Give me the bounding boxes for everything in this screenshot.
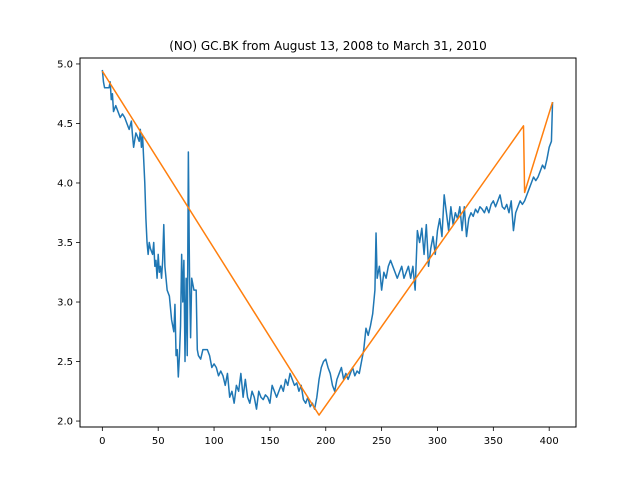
y-tick-label: 4.5 [57,119,73,130]
x-tick-label: 150 [260,436,279,447]
x-tick-label: 50 [152,436,165,447]
x-axis: 0 50 100 150 200 250 300 350 400 [99,427,559,447]
y-tick-label: 3.0 [57,298,73,309]
y-axis: 2.0 2.5 3.0 3.5 4.0 4.5 5.0 [57,59,80,428]
series-line-2 [101,70,554,416]
y-tick-label: 3.5 [57,238,73,249]
y-tick-label: 4.0 [57,178,73,189]
x-tick-label: 200 [316,436,335,447]
series-layer [101,69,554,416]
x-tick-label: 400 [540,436,559,447]
y-tick-label: 2.5 [57,357,73,368]
x-tick-label: 300 [428,436,447,447]
x-tick-label: 0 [99,436,105,447]
y-tick-label: 2.0 [57,417,73,428]
series-line-1 [101,69,554,410]
x-tick-label: 250 [372,436,391,447]
y-tick-label: 5.0 [57,59,73,70]
x-tick-label: 100 [205,436,224,447]
x-tick-label: 350 [484,436,503,447]
chart-title: (NO) GC.BK from August 13, 2008 to March… [169,39,487,53]
